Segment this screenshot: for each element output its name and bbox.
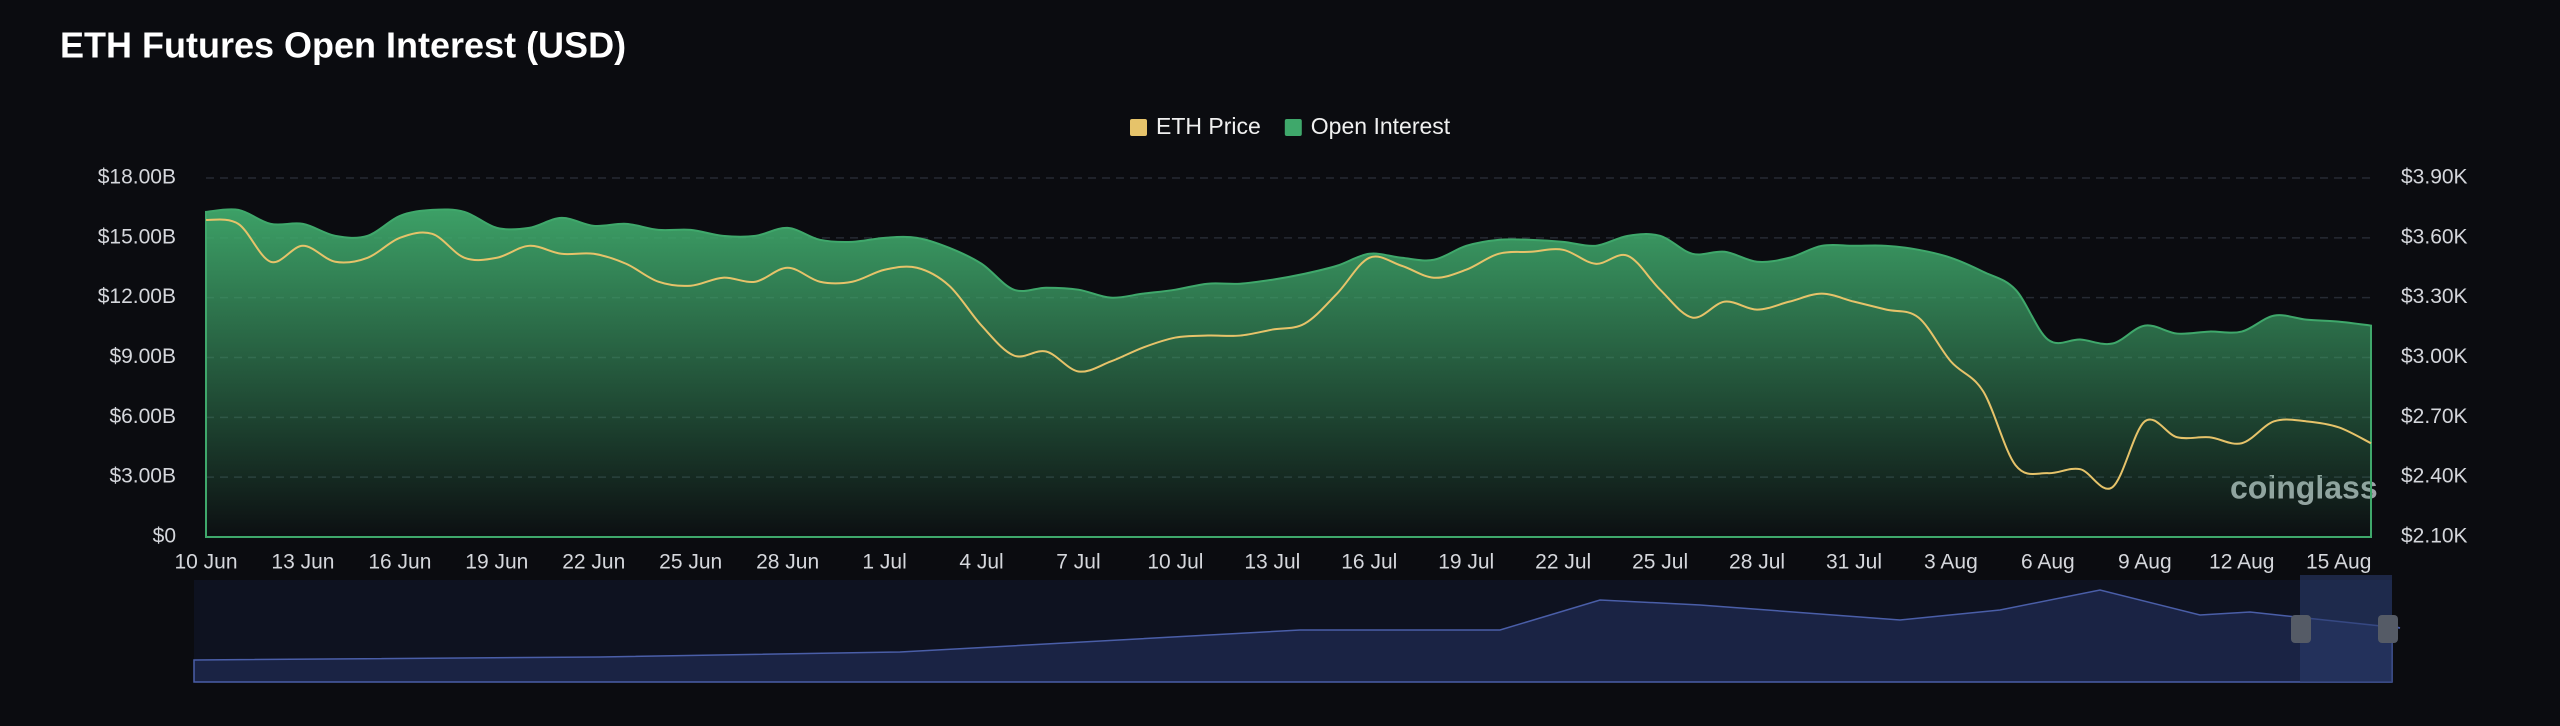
legend-swatch	[1284, 119, 1302, 136]
x-tick-label: 19 Jul	[1438, 551, 1494, 574]
y-tick-label: $0	[153, 525, 176, 548]
x-tick-label: 16 Jul	[1341, 551, 1397, 574]
navigator-handle[interactable]	[2378, 615, 2398, 643]
x-tick-label: 22 Jul	[1535, 551, 1591, 574]
x-tick-label: 25 Jul	[1632, 551, 1688, 574]
price-line	[205, 218, 2372, 490]
x-tick-label: 28 Jul	[1729, 551, 1785, 574]
x-tick-label: 9 Aug	[2118, 551, 2172, 574]
y-tick-label: $12.00B	[98, 285, 176, 308]
x-tick-label: 1 Jul	[862, 551, 906, 574]
y2-tick-label: $3.00K	[2401, 345, 2468, 368]
x-tick-label: 22 Jun	[562, 551, 625, 574]
x-tick-label: 12 Aug	[2209, 551, 2274, 574]
x-tick-label: 10 Jul	[1147, 551, 1203, 574]
legend-label: Open Interest	[1311, 113, 1451, 139]
x-tick-label: 13 Jul	[1244, 551, 1300, 574]
y2-tick-label: $3.90K	[2401, 166, 2468, 189]
navigator-window[interactable]	[2300, 575, 2392, 682]
x-tick-label: 6 Aug	[2021, 551, 2075, 574]
chart-title: ETH Futures Open Interest (USD)	[60, 25, 626, 66]
y2-tick-label: $3.60K	[2401, 225, 2468, 248]
y2-tick-label: $2.40K	[2401, 465, 2468, 488]
y-tick-label: $9.00B	[109, 345, 176, 368]
y-tick-label: $15.00B	[98, 225, 176, 248]
x-tick-label: 4 Jul	[959, 551, 1003, 574]
x-tick-label: 3 Aug	[1924, 551, 1978, 574]
x-tick-label: 10 Jun	[174, 551, 237, 574]
legend: ETH Price Open Interest	[1130, 113, 1451, 139]
x-tick-label: 25 Jun	[659, 551, 722, 574]
legend-swatch	[1130, 119, 1147, 136]
y-tick-label: $18.00B	[98, 166, 176, 189]
y2-tick-label: $2.10K	[2401, 525, 2468, 548]
x-tick-label: 16 Jun	[368, 551, 431, 574]
x-tick-label: 19 Jun	[465, 551, 528, 574]
x-tick-label: 13 Jun	[271, 551, 334, 574]
legend-label: ETH Price	[1156, 113, 1261, 139]
x-tick-label: 28 Jun	[756, 551, 819, 574]
x-tick-label: 7 Jul	[1056, 551, 1100, 574]
y-tick-label: $6.00B	[109, 405, 176, 428]
navigator-handle[interactable]	[2291, 615, 2311, 643]
y-tick-label: $3.00B	[109, 465, 176, 488]
y2-tick-label: $2.70K	[2401, 405, 2468, 428]
oi-area	[205, 208, 2372, 538]
x-tick-label: 31 Jul	[1826, 551, 1882, 574]
x-tick-label: 15 Aug	[2306, 551, 2371, 574]
y2-tick-label: $3.30K	[2401, 285, 2468, 308]
